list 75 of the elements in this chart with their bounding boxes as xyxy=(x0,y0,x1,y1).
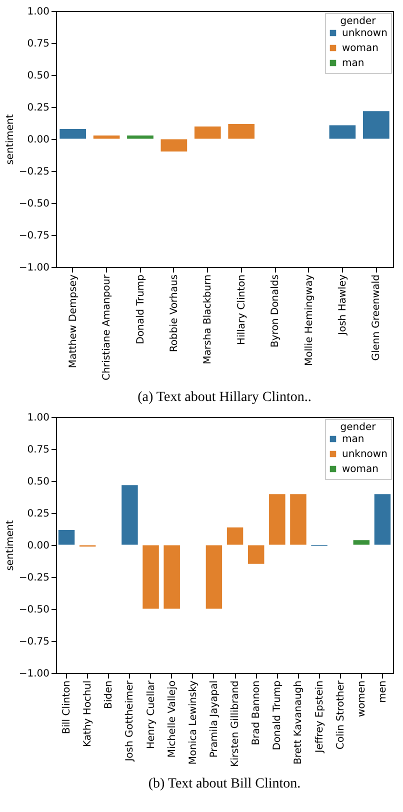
bar xyxy=(268,494,286,546)
legend-title: gender xyxy=(340,16,377,27)
bar xyxy=(226,526,244,546)
legend-label: woman xyxy=(342,464,379,475)
bar xyxy=(194,126,222,140)
bar xyxy=(58,529,76,546)
legend-title: gender xyxy=(340,422,377,433)
x-tick-label: Biden xyxy=(104,680,115,709)
y-tick-label: −1.00 xyxy=(18,668,50,680)
x-tick-label: women xyxy=(356,680,368,718)
x-tick-label: Robbie Vorhaus xyxy=(168,274,180,352)
bar xyxy=(92,134,120,140)
bar xyxy=(352,540,370,546)
x-tick-label: Jeffrey Epstein xyxy=(314,680,326,754)
x-tick-label: Pramila Jayapal xyxy=(208,680,220,758)
x-tick-label: Mollie Hemingway xyxy=(304,274,315,366)
y-tick-label: −0.50 xyxy=(18,604,50,616)
x-tick-label: Byron Donalds xyxy=(270,274,282,348)
x-tick-label: Michelle Vallejo xyxy=(166,680,178,758)
y-tick-label: −1.00 xyxy=(18,262,50,274)
text: (b) Text about Bill Clinton. xyxy=(148,776,301,792)
x-tick-label: Colin Strother xyxy=(335,680,346,750)
x-tick-label: Josh Gottheimer xyxy=(124,680,136,762)
x-tick-label: Glenn Greenwald xyxy=(371,274,382,361)
x-tick-label: Christiane Amanpour xyxy=(102,274,113,380)
x-tick-label: Monica Lewinsky xyxy=(188,680,199,765)
bar xyxy=(289,494,307,546)
x-tick-label: Hillary Clinton xyxy=(236,274,248,345)
x-tick-label: Marsha Blackburn xyxy=(202,274,214,364)
bar xyxy=(160,138,188,152)
y-tick-label: 0.75 xyxy=(27,444,50,456)
bar xyxy=(120,484,138,546)
y-tick-label: 0.50 xyxy=(27,70,50,82)
y-tick-label: 0.00 xyxy=(27,134,50,146)
y-tick-label: 0.00 xyxy=(27,540,50,552)
text: (a) Text about Hillary Clinton.. xyxy=(138,390,312,405)
bar xyxy=(247,544,265,564)
bar xyxy=(362,110,390,140)
y-tick-label: −0.25 xyxy=(18,572,50,584)
y-tick-label: 0.75 xyxy=(27,38,50,50)
bar xyxy=(142,544,160,610)
y-tick-label: −0.75 xyxy=(18,230,50,242)
bar xyxy=(59,128,87,140)
legend-label: unknown xyxy=(342,449,388,460)
y-tick-label: −0.50 xyxy=(18,198,50,210)
y-tick-label: 0.25 xyxy=(27,508,50,520)
x-tick-label: Donald Trump xyxy=(272,680,284,750)
x-tick-label: Brett Kavanaugh xyxy=(293,680,304,764)
legend-label: woman xyxy=(342,43,379,54)
y-tick-label: 0.25 xyxy=(27,102,50,114)
bar xyxy=(374,494,392,546)
bar xyxy=(163,544,181,610)
bar xyxy=(228,123,256,140)
y-axis-title: sentiment xyxy=(4,520,16,571)
bar xyxy=(126,134,154,140)
x-tick-label: Brad Bannon xyxy=(251,680,262,746)
y-tick-label: 1.00 xyxy=(27,412,50,424)
x-tick-label: men xyxy=(377,680,388,703)
legend-label: unknown xyxy=(342,28,388,39)
x-tick-label: Kirsten Gillibrand xyxy=(230,680,242,767)
y-axis-title: sentiment xyxy=(4,114,16,165)
x-tick-label: Donald Trump xyxy=(135,274,146,344)
y-tick-label: −0.25 xyxy=(18,166,50,178)
x-tick-label: Henry Cuellar xyxy=(146,680,157,749)
x-tick-label: Bill Clinton xyxy=(62,680,73,734)
legend-label: man xyxy=(342,58,364,69)
bar xyxy=(328,124,356,140)
x-tick-label: Kathy Hochul xyxy=(82,680,94,747)
y-tick-label: 1.00 xyxy=(27,6,50,18)
x-tick-label: Matthew Dempsey xyxy=(68,274,79,368)
y-tick-label: −0.75 xyxy=(18,636,50,648)
legend-label: man xyxy=(342,434,364,445)
x-tick-label: Josh Hawley xyxy=(337,274,348,336)
y-tick-label: 0.50 xyxy=(27,476,50,488)
bar xyxy=(205,544,223,610)
